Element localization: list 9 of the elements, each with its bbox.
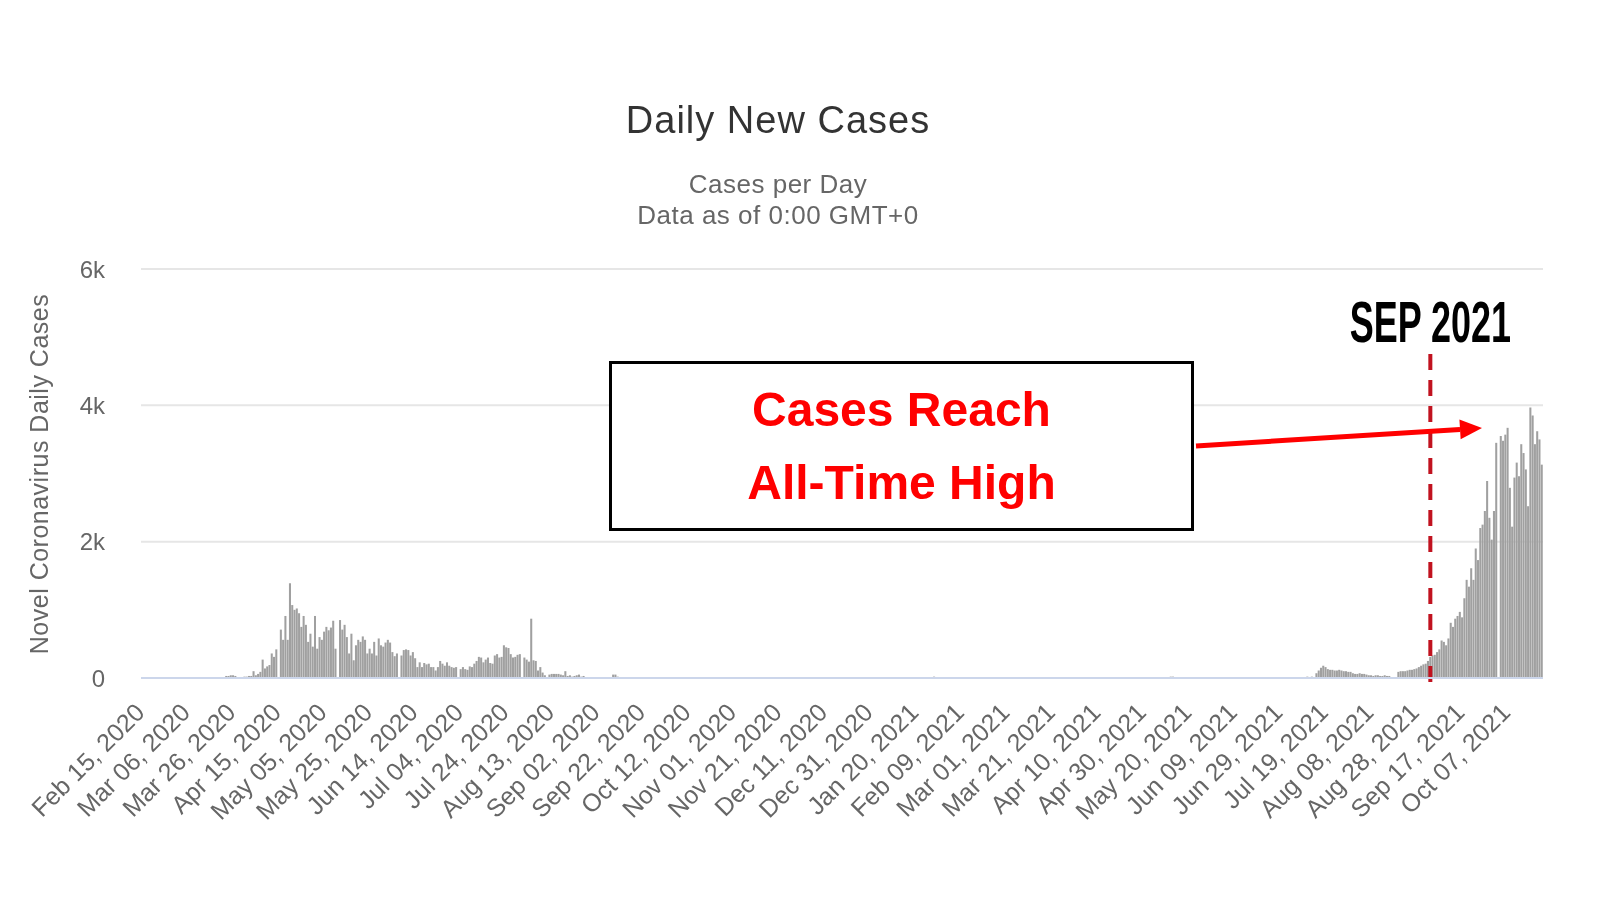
y-tick-label: 6k — [79, 255, 106, 283]
y-axis-title: Novel Coronavirus Daily Cases — [24, 293, 53, 655]
y-tick-label: 4k — [79, 391, 106, 419]
chart-subtitle: Cases per Day Data as of 0:00 GMT+0 — [637, 169, 919, 230]
y-tick-label: 2k — [79, 528, 106, 556]
annotation: Cases Reach All-Time High — [747, 383, 1056, 509]
chart-title: Daily New Cases — [625, 99, 931, 141]
ref-line-label: SEP 2021 — [1349, 289, 1511, 355]
y-tick-label: 0 — [91, 664, 105, 692]
